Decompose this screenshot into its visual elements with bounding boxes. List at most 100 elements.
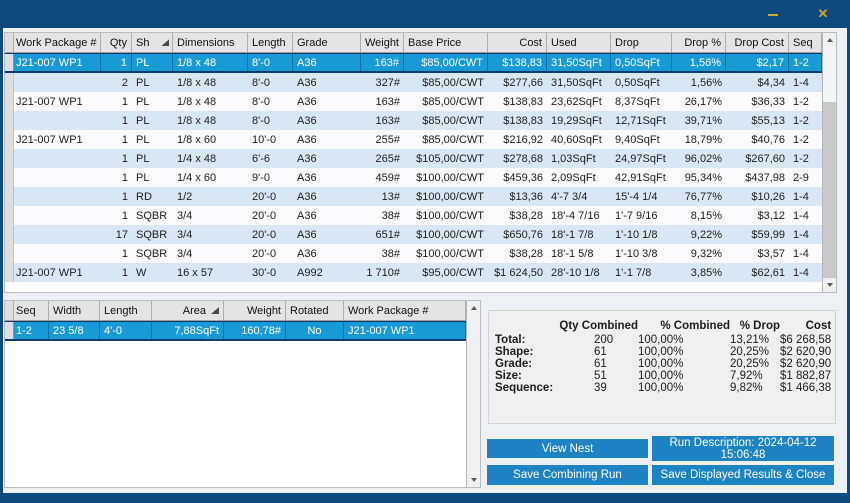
col-seq[interactable]: Seq [12,301,49,320]
table-row[interactable]: J21-007 WP1 1 PL 1/8 x 48 8'-0 A36 163# … [5,92,822,111]
row-selector-gutter[interactable] [5,206,14,225]
row-selector-gutter[interactable] [5,187,14,206]
table-row[interactable]: 17 SQBR 3/4 20'-0 A36 651# $100,00/CWT $… [5,225,822,244]
cell-length: 20'-0 [252,247,277,260]
save-combining-run-button[interactable]: Save Combining Run [487,465,648,485]
col-drop[interactable]: Drop [611,33,672,52]
cell-grade: A36 [297,171,317,184]
row-selector-gutter[interactable] [5,168,14,187]
col-weight[interactable]: Weight [361,33,404,52]
col-rotated[interactable]: Rotated [286,301,344,320]
summary-cost-value: $2 620,90 [780,358,832,370]
cell-seq: 1-4 [793,247,809,260]
cell-drop: 0,50SqFt [611,54,672,71]
cell-work-package: J21-007 WP1 [16,95,83,108]
cell-length: 9'-0 [252,171,270,184]
row-selector-gutter[interactable] [5,225,14,244]
scrollbar-track[interactable] [823,47,836,278]
cell-cost: $38,28 [509,209,543,222]
scrollbar-thumb[interactable] [823,47,836,102]
row-selector-gutter[interactable] [5,130,14,149]
row-selector-gutter[interactable] [5,149,14,168]
nest-detail-scrollbar[interactable] [466,301,480,487]
row-selector-gutter[interactable] [5,322,14,339]
col-cost[interactable]: Cost [488,33,547,52]
cell-weight: 163# [375,95,400,108]
cell-qty: 1 [121,133,128,146]
table-row[interactable]: 1 PL 1/8 x 48 8'-0 A36 163# $85,00/CWT $… [5,111,822,130]
col-drop-cost[interactable]: Drop Cost [726,33,789,52]
cell-weight: 163# [361,54,404,71]
save-combining-run-label: Save Combining Run [513,469,622,481]
close-icon[interactable]: ✕ [817,6,829,21]
row-selector-gutter[interactable] [5,244,14,263]
table-row[interactable]: J21-007 WP1 1 PL 1/8 x 48 8'-0 A36 163# … [5,53,822,73]
col-work-package[interactable]: Work Package # [344,301,466,320]
cell-qty: 1 [101,54,132,71]
col-weight[interactable]: Weight [224,301,286,320]
cell-work-package [12,225,101,244]
col-length[interactable]: Length [248,33,293,52]
row-selector-gutter[interactable] [5,263,14,282]
scrollbar-track[interactable] [467,315,480,473]
col-grade[interactable]: Grade [293,33,361,52]
cell-base-price: $85,00/CWT [422,76,484,89]
table-row[interactable]: 2 PL 1/8 x 48 8'-0 A36 327# $85,00/CWT $… [5,73,822,92]
col-sh[interactable]: Sh [132,33,173,52]
cell-base-price: $95,00/CWT [422,266,484,279]
table-row[interactable]: 1 PL 1/4 x 60 9'-0 A36 459# $100,00/CWT … [5,168,822,187]
col-width[interactable]: Width [49,301,100,320]
cell-weight: 38# [381,209,400,222]
cell-drop: 0,50SqFt [615,76,660,89]
row-selector-gutter[interactable] [5,73,14,92]
col-drop-pct[interactable]: Drop % [672,33,726,52]
cell-sh: PL [136,76,150,89]
summary-drop-value: 20,25% [730,346,770,358]
cell-cost: $459,36 [503,171,543,184]
row-selector-gutter[interactable] [5,111,14,130]
cell-base-price: $100,00/CWT [416,247,484,260]
cell-sh: W [136,266,147,279]
scroll-down-icon[interactable] [823,278,836,292]
row-selector-gutter[interactable] [5,54,14,71]
table-row[interactable]: J21-007 WP1 1 W 16 x 57 30'-0 A992 1 710… [5,263,822,282]
table-row[interactable]: 1 PL 1/4 x 48 6'-6 A36 265# $105,00/CWT … [5,149,822,168]
cell-used: 23,62SqFt [551,95,602,108]
table-row[interactable]: J21-007 WP1 1 PL 1/8 x 60 10'-0 A36 255#… [5,130,822,149]
col-used[interactable]: Used [547,33,611,52]
view-nest-button[interactable]: View Nest [487,439,648,458]
results-scrollbar[interactable] [822,33,836,292]
sort-ascending-icon [211,307,219,314]
cell-length: 8'-0 [252,114,270,127]
table-row[interactable]: 1-2 23 5/8 4'-0 7,88SqFt 160,78# No J21-… [5,321,466,341]
cell-sh: PL [132,54,173,71]
row-selector-gutter[interactable] [5,92,14,111]
scroll-down-icon[interactable] [467,473,480,487]
scroll-up-icon[interactable] [823,33,836,47]
cell-weight: 163# [375,114,400,127]
col-work-package[interactable]: Work Package # [12,33,101,52]
minimize-icon[interactable] [764,6,782,22]
col-length[interactable]: Length [100,301,152,320]
cell-seq: 1-4 [793,76,809,89]
col-qty[interactable]: Qty [101,33,132,52]
run-description-button[interactable]: Run Description: 2024-04-12 15:06:48 [652,436,834,461]
table-row[interactable]: 1 SQBR 3/4 20'-0 A36 38# $100,00/CWT $38… [5,244,822,263]
col-dimensions[interactable]: Dimensions [173,33,248,52]
col-seq[interactable]: Seq [789,33,822,52]
save-displayed-results-close-button[interactable]: Save Displayed Results & Close [652,465,834,485]
cell-length: 8'-0 [252,95,270,108]
table-row[interactable]: 1 RD 1/2 20'-0 A36 13# $100,00/CWT $13,3… [5,187,822,206]
table-row[interactable]: 1 SQBR 3/4 20'-0 A36 38# $100,00/CWT $38… [5,206,822,225]
cell-grade: A36 [297,133,317,146]
scroll-up-icon[interactable] [467,301,480,315]
cell-weight: 327# [375,76,400,89]
col-base-price[interactable]: Base Price [404,33,488,52]
cell-drop: 1'-7 9/16 [615,209,658,222]
cell-weight: 160,78# [224,322,286,339]
cell-drop-pct: 3,85% [690,266,722,279]
results-rows: J21-007 WP1 1 PL 1/8 x 48 8'-0 A36 163# … [5,53,822,282]
cell-weight: 1 710# [366,266,400,279]
cell-dimensions: 1/8 x 48 [177,114,217,127]
col-area[interactable]: Area [152,301,224,320]
